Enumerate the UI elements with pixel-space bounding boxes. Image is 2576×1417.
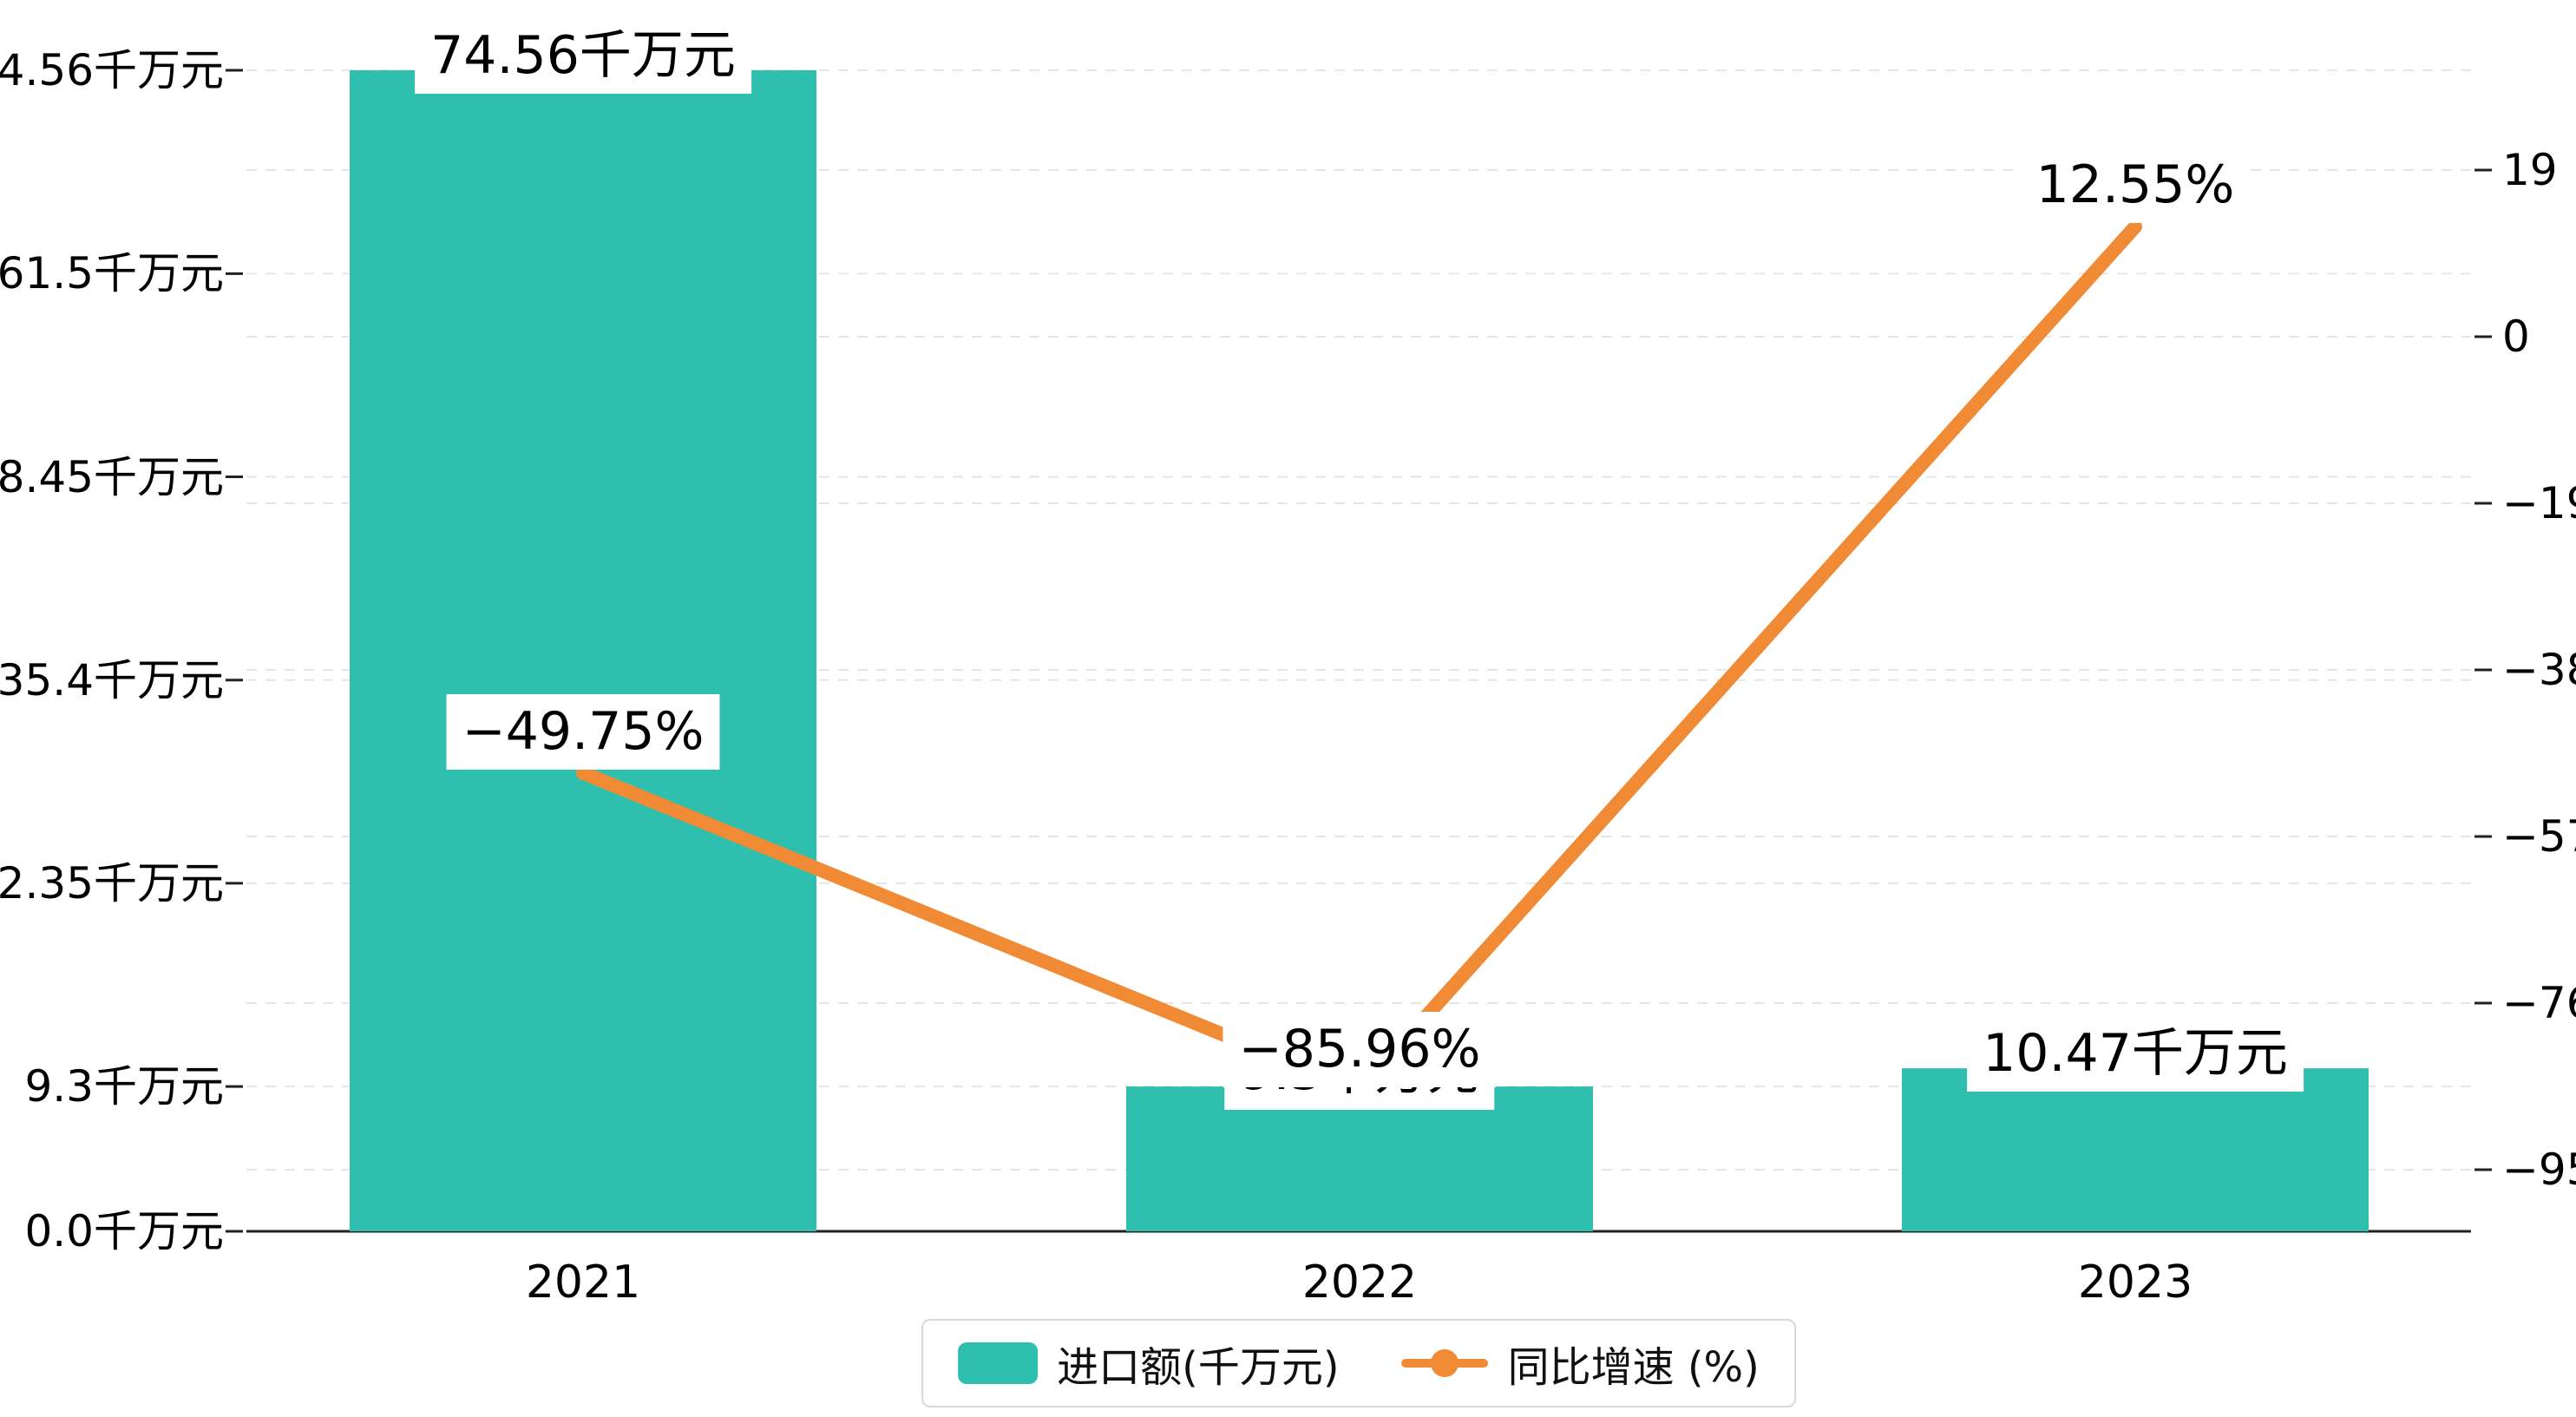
- right-axis-label: −95: [2502, 1144, 2576, 1195]
- left-axis-label: 48.45千万元: [0, 451, 224, 502]
- legend: 进口额(千万元) 同比增速 (%): [921, 1319, 1796, 1407]
- x-axis-category-label: 2023: [2077, 1256, 2193, 1309]
- x-axis-category-label: 2022: [1301, 1256, 1418, 1309]
- growth-value-label-2023: 12.55%: [2020, 148, 2251, 224]
- bar-value-label-2023: 10.47千万元: [1967, 1016, 2304, 1092]
- legend-item-import-amount[interactable]: 进口额(千万元): [958, 1333, 1340, 1394]
- bar-2023: [1902, 1068, 2369, 1231]
- left-axis-label: 35.4千万元: [0, 654, 224, 705]
- left-axis-label: 61.5千万元: [0, 248, 224, 299]
- bar-2021: [350, 70, 816, 1231]
- growth-value-label-2022: −85.96%: [1222, 1011, 1497, 1087]
- x-axis-category-label: 2021: [525, 1256, 641, 1309]
- bar-2022: [1126, 1086, 1593, 1231]
- bar-value-label-2021: 74.56千万元: [415, 18, 751, 94]
- left-axis-label: 74.56千万元: [0, 45, 224, 95]
- right-axis-label: −76: [2502, 977, 2576, 1028]
- line-series-marker-icon: [1401, 1342, 1489, 1384]
- left-axis-label: 0.0千万元: [24, 1206, 224, 1256]
- right-axis-label: −38: [2502, 644, 2576, 695]
- left-axis-label: 22.35千万元: [0, 857, 224, 909]
- growth-value-label-2021: −49.75%: [446, 693, 720, 770]
- right-axis-label: −19: [2502, 477, 2576, 528]
- right-axis-label: 0: [2502, 312, 2530, 362]
- left-axis-label: 9.3千万元: [24, 1061, 224, 1112]
- right-axis-label: −57: [2502, 810, 2576, 862]
- legend-label-growth-rate: 同比增速 (%): [1507, 1343, 1760, 1392]
- legend-item-growth-rate[interactable]: 同比增速 (%): [1401, 1333, 1760, 1394]
- bar-series-swatch-icon: [958, 1342, 1039, 1384]
- right-axis-label: 19: [2502, 145, 2558, 195]
- legend-label-import-amount: 进口额(千万元): [1057, 1343, 1340, 1392]
